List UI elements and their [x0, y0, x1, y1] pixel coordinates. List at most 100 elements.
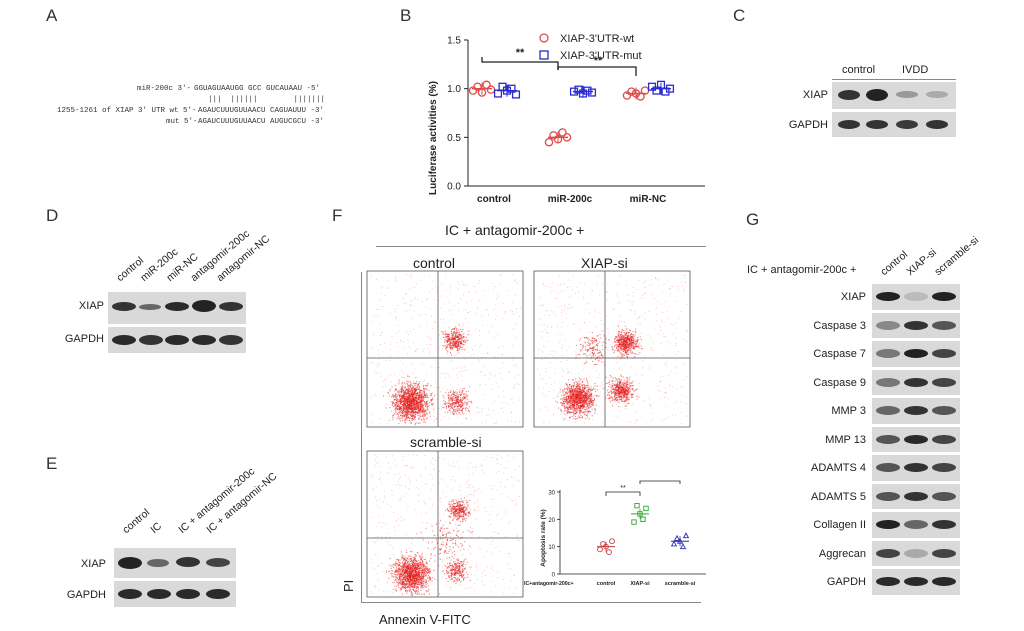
- blot-g-row-label: ADAMTS 5: [810, 490, 866, 503]
- flow-plot-xiapsi: [533, 270, 691, 428]
- blot-g-row-label: GAPDH: [826, 576, 866, 588]
- luciferase-y-tick-label: 1.5: [447, 36, 461, 47]
- luciferase-y-tick-label: 0.0: [447, 182, 461, 193]
- flow-y-axis-line: [361, 272, 362, 602]
- luciferase-point-wt: [636, 92, 645, 101]
- blot-g-strip: [872, 284, 960, 310]
- blot-c-xiap-strip: [832, 82, 956, 109]
- flow-plot-xiapsi-label: XIAP-si: [581, 255, 628, 271]
- blot-c-row-xiap: XIAP: [802, 89, 828, 101]
- blot-g-row-label: Caspase 3: [813, 319, 866, 332]
- flow-plot-control: [366, 270, 524, 428]
- panel-label-e: E: [46, 454, 58, 473]
- flow-x-axis-line: [361, 602, 701, 603]
- flow-plot-scramble-label: scramble-si: [410, 434, 482, 450]
- apoptosis-point: [673, 534, 681, 541]
- apoptosis-point: [679, 543, 687, 550]
- luciferase-point-wt: [627, 87, 636, 96]
- blot-e-row-gapdh: GAPDH: [66, 589, 106, 601]
- legend-mut-marker: [539, 50, 549, 60]
- blot-g-row-label: Caspase 9: [813, 376, 866, 389]
- blot-g-row-label: MMP 3: [831, 405, 866, 417]
- blot-e-lane-control: control: [120, 506, 153, 536]
- apoptosis-x-tick-label: XIAP-si: [630, 581, 650, 587]
- blot-g-row-label: XIAP: [840, 291, 866, 303]
- blot-e-gapdh-strip: [114, 581, 236, 607]
- apoptosis-point: [609, 538, 615, 545]
- legend-wt-marker: [539, 33, 549, 43]
- blot-g-row-label: Caspase 7: [813, 348, 866, 360]
- apoptosis-x-tick-label: control: [597, 581, 616, 587]
- seq-line3-label: mut 5'-: [166, 118, 198, 126]
- luciferase-y-tick-label: 1.0: [447, 84, 461, 95]
- luciferase-point-wt: [486, 85, 496, 94]
- blot-d-gapdh-strip: [108, 327, 246, 353]
- apoptosis-point: [670, 540, 678, 547]
- apoptosis-point: [682, 532, 690, 539]
- legend-wt-label: XIAP-3'UTR-wt: [560, 33, 634, 45]
- apoptosis-sig-bracket-2: [639, 480, 681, 484]
- blot-g-row-label: Aggrecan: [818, 547, 866, 560]
- apoptosis-point: [631, 519, 637, 525]
- seq-line1-label: miR-200c 3'-: [137, 85, 192, 93]
- apoptosis-x-prefix: IC+antagomir-200c+: [524, 581, 574, 587]
- blot-g-strip: [872, 341, 960, 367]
- blot-d-xiap-strip: [108, 292, 246, 324]
- blot-g-strip: [872, 483, 960, 509]
- panel-label-a: A: [46, 6, 58, 25]
- panel-label-c: C: [733, 6, 746, 25]
- blot-d-row-gapdh: GAPDH: [64, 333, 104, 345]
- apoptosis-point: [643, 505, 649, 512]
- flow-title: IC + antagomir-200c +: [445, 222, 585, 238]
- apoptosis-y-label: Apoptosis rate (%): [540, 509, 547, 566]
- panel-label-b: B: [400, 6, 412, 25]
- blot-e-lane-ic: IC: [148, 520, 165, 536]
- blot-c-top-line: [832, 79, 956, 80]
- flow-x-axis-label: Annexin V-FITC: [379, 612, 471, 627]
- apoptosis-y-tick-label: 10: [548, 545, 555, 551]
- blot-e-row-xiap: XIAP: [80, 558, 106, 570]
- blot-g-row-label: Collagen II: [813, 519, 866, 531]
- luciferase-point-wt: [558, 128, 567, 137]
- apoptosis-point: [606, 549, 612, 555]
- blot-g-strip: [872, 426, 960, 452]
- blot-c-row-gapdh: GAPDH: [788, 119, 828, 131]
- panel-label-f: F: [332, 206, 343, 225]
- blot-g-strip: [872, 569, 960, 595]
- apoptosis-sig-bracket-1: [605, 491, 641, 496]
- sig-bracket-1: [481, 57, 559, 70]
- luciferase-chart: Luciferase activities (%) 0.0 0.5 1.0 1.5 co…: [428, 33, 705, 205]
- blot-g-lane-control: control: [878, 248, 911, 278]
- apoptosis-sig-label-2: **: [657, 478, 663, 482]
- luciferase-point-mut: [583, 86, 592, 95]
- apoptosis-x-tick-label: scramble-si: [665, 581, 696, 587]
- blot-g-row-label: ADAMTS 4: [810, 462, 866, 474]
- luciferase-point-wt: [544, 137, 554, 147]
- blot-g-strip: [872, 312, 960, 338]
- seq-pairs: ||| |||||| |||||||: [208, 96, 326, 104]
- luciferase-point-mut: [587, 88, 597, 97]
- blot-g-strip: [872, 455, 960, 481]
- blot-c-lane-control: control: [842, 64, 876, 76]
- sig-label-2: **: [594, 55, 603, 67]
- blot-g-strip: [872, 369, 960, 395]
- blot-g-strip: [872, 398, 960, 424]
- seq-line2: AGAUCUUUGUUAACU CAGUAUUU -3': [198, 107, 325, 115]
- luciferase-x-tick-label: control: [477, 194, 511, 205]
- apoptosis-y-tick-label: 0: [552, 573, 556, 579]
- blot-g-strip: [872, 512, 960, 538]
- apoptosis-y-tick-label: 30: [548, 491, 555, 497]
- apoptosis-point: [640, 516, 646, 522]
- flow-y-axis-label: PI: [341, 579, 356, 592]
- legend-mut-label: XIAP-3'UTR-mut: [560, 50, 642, 62]
- blot-e-xiap-strip: [114, 548, 236, 578]
- seq-line2-label: 1255-1261 of XIAP 3' UTR wt 5'-: [57, 107, 197, 115]
- blot-c-gapdh-strip: [832, 112, 956, 137]
- luciferase-y-tick-label: 0.5: [447, 133, 461, 144]
- luciferase-x-tick-label: miR-200c: [548, 194, 593, 205]
- blot-g-strip: [872, 540, 960, 566]
- apoptosis-sig-label-1: **: [620, 485, 626, 492]
- apoptosis-point: [597, 546, 603, 553]
- panel-label-g: G: [746, 210, 760, 229]
- flow-plot-scramble: [366, 450, 524, 598]
